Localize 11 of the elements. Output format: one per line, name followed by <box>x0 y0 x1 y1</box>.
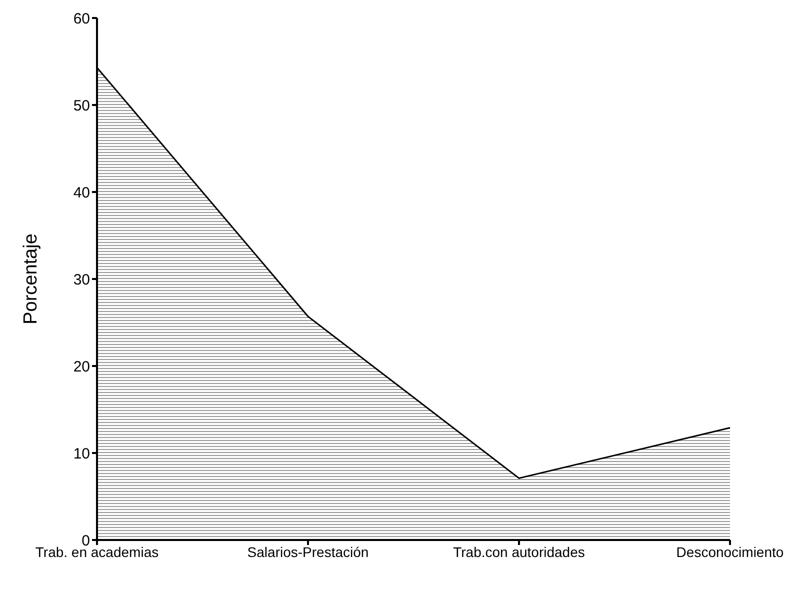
y-tick-label: 0 <box>82 532 90 550</box>
x-tick-label: Desconocimiento <box>676 544 784 560</box>
x-tick-label: Salarios-Prestación <box>247 544 369 560</box>
y-tick-label: 40 <box>73 184 90 202</box>
y-axis-title: Porcentaje <box>20 234 42 324</box>
y-tick-label: 10 <box>73 445 90 462</box>
y-tick-label: 60 <box>73 10 90 28</box>
y-tick-label: 20 <box>73 358 90 376</box>
y-tick-label: 50 <box>73 97 90 114</box>
y-tick-label: 30 <box>73 271 90 288</box>
x-tick-label: Trab.con autoridades <box>453 544 585 560</box>
